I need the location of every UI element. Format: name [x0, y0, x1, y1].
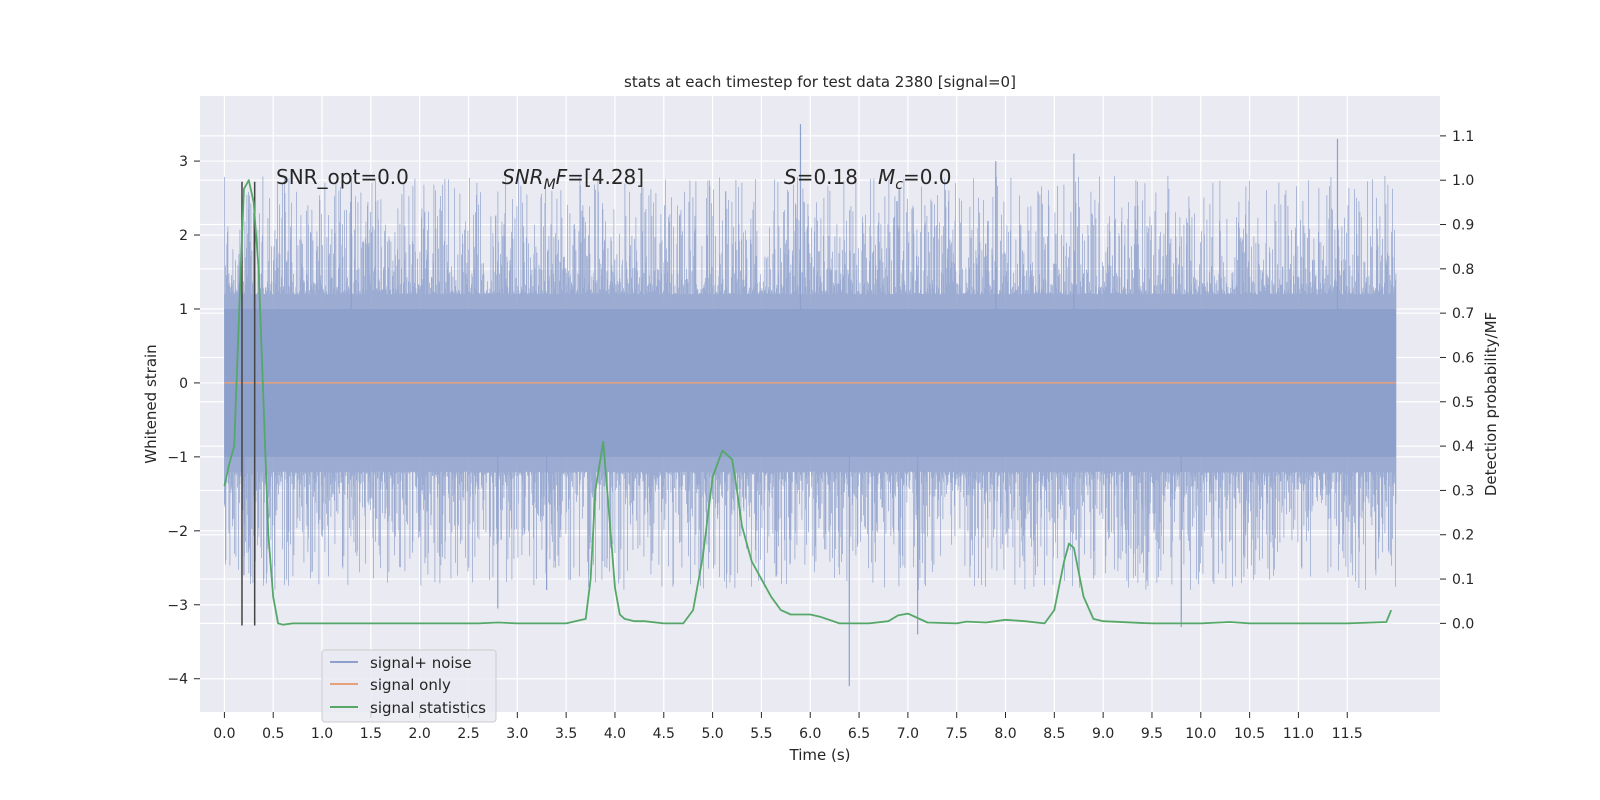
- signal-statistics-line: [223, 179, 1393, 626]
- y-tick-label: 3: [179, 154, 188, 170]
- x-tick-label: 1.5: [360, 726, 382, 742]
- legend-label-signal: signal only: [370, 676, 451, 694]
- x-tick-label: 8.0: [994, 726, 1016, 742]
- chart-title: stats at each timestep for test data 238…: [624, 73, 1016, 91]
- x-tick-label: 4.5: [653, 726, 675, 742]
- y2-tick-label: 1.0: [1452, 173, 1474, 189]
- x-tick-label: 5.5: [750, 726, 772, 742]
- y-tick-label: −4: [167, 672, 188, 688]
- x-tick-label: 5.0: [701, 726, 723, 742]
- x-tick-label: 7.5: [946, 726, 968, 742]
- y-tick-label: −1: [167, 450, 188, 466]
- y-tick-label: 1: [179, 302, 188, 318]
- y-axis-ticks: 3 2 1 0 −1 −2 −3 −4: [167, 154, 200, 688]
- legend-label-stats: signal statistics: [370, 699, 486, 717]
- x-tick-label: 11.5: [1332, 726, 1363, 742]
- y2-tick-label: 0.8: [1452, 262, 1474, 278]
- x-tick-label: 11.0: [1283, 726, 1314, 742]
- x-tick-label: 6.0: [799, 726, 821, 742]
- annotation-mc: Mc=0.0: [878, 165, 952, 193]
- y-axis-label: Whitened strain: [142, 344, 160, 463]
- y-tick-label: −2: [167, 524, 188, 540]
- y-tick-label: −3: [167, 598, 188, 614]
- y2-tick-label: 0.9: [1452, 218, 1474, 234]
- annotation-s: S=0.18: [784, 165, 858, 189]
- x-tick-label: 9.0: [1092, 726, 1114, 742]
- annotation-snr-mf: SNRMF=[4.28]: [502, 165, 644, 193]
- x-tick-label: 0.0: [213, 726, 235, 742]
- y2-tick-label: 0.6: [1452, 350, 1474, 366]
- y2-tick-label: 1.1: [1452, 129, 1474, 145]
- y2-tick-label: 0.1: [1452, 572, 1474, 588]
- x-axis-label: Time (s): [789, 746, 851, 764]
- x-tick-label: 10.0: [1185, 726, 1216, 742]
- y2-tick-label: 0.5: [1452, 395, 1474, 411]
- x-tick-label: 8.5: [1043, 726, 1065, 742]
- x-tick-label: 6.5: [848, 726, 870, 742]
- x-tick-label: 7.0: [897, 726, 919, 742]
- y2-tick-label: 0.3: [1452, 483, 1474, 499]
- x-tick-label: 4.0: [604, 726, 626, 742]
- legend-label-noise: signal+ noise: [370, 654, 472, 672]
- y2-axis-label: Detection probability/MF: [1482, 312, 1500, 496]
- legend: signal+ noise signal only signal statist…: [321, 649, 497, 723]
- y-tick-label: 2: [179, 228, 188, 244]
- x-tick-label: 2.0: [409, 726, 431, 742]
- x-axis-ticks: 0.0 0.5 1.0 1.5 2.0 2.5 3.0 3.5 4.0 4.5 5.0 5.5 6.0 6…: [213, 712, 1363, 742]
- y-tick-label: 0: [179, 376, 188, 392]
- annotation-snr-opt: SNR_opt=0.0: [276, 165, 409, 189]
- y2-tick-label: 0.4: [1452, 439, 1474, 455]
- x-tick-label: 2.5: [457, 726, 479, 742]
- x-tick-label: 10.5: [1234, 726, 1265, 742]
- x-tick-label: 3.5: [555, 726, 577, 742]
- x-tick-label: 9.5: [1141, 726, 1163, 742]
- x-tick-label: 1.0: [311, 726, 333, 742]
- y2-tick-label: 0.0: [1452, 616, 1474, 632]
- x-tick-label: 3.0: [506, 726, 528, 742]
- y2-axis-ticks: 1.1 1.0 0.9 0.8 0.7 0.6 0.5 0.4 0.3 0.2 0.1 0.0: [1440, 129, 1474, 632]
- legend-box: [321, 649, 497, 723]
- signal-statistics-series: [223, 179, 1393, 626]
- y2-tick-label: 0.7: [1452, 306, 1474, 322]
- y2-tick-label: 0.2: [1452, 528, 1474, 544]
- x-tick-label: 0.5: [262, 726, 284, 742]
